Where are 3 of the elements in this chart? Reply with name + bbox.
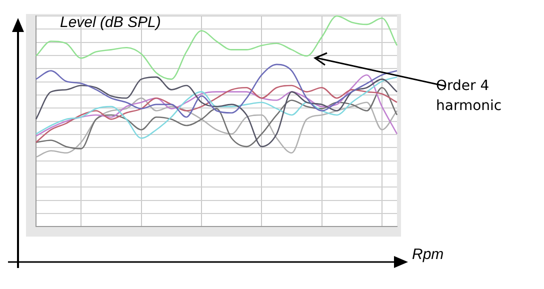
text: Order 4 harmonic (436, 77, 503, 116)
x-axis-title: Rpm (412, 246, 444, 263)
y-axis-title: Level (dB SPL) (60, 14, 161, 31)
